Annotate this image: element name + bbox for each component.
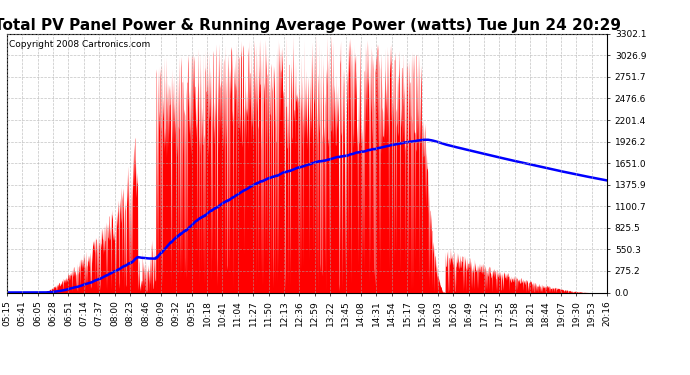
Title: Total PV Panel Power & Running Average Power (watts) Tue Jun 24 20:29: Total PV Panel Power & Running Average P… — [0, 18, 620, 33]
Text: Copyright 2008 Cartronics.com: Copyright 2008 Cartronics.com — [9, 40, 150, 49]
